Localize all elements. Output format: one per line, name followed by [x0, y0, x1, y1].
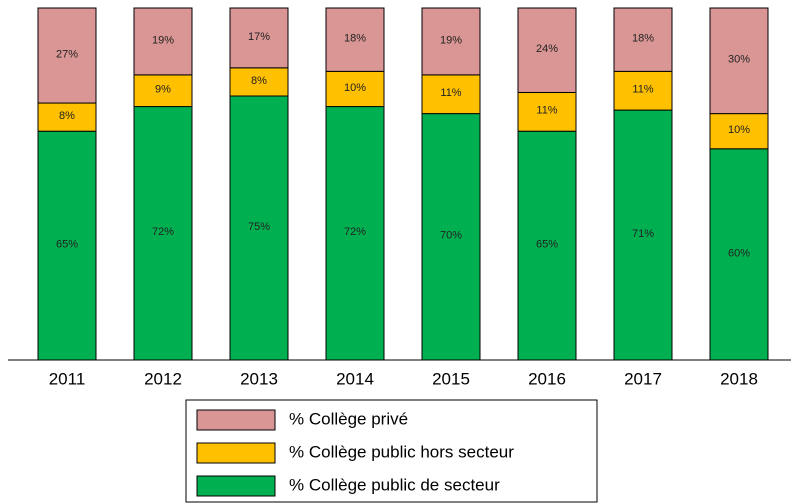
legend-label: % Collège privé [289, 409, 408, 428]
data-label: 19% [152, 34, 174, 46]
data-label: 24% [536, 43, 558, 55]
legend-swatch [196, 409, 276, 431]
data-label: 30% [728, 54, 750, 66]
x-tick-label: 2015 [432, 369, 470, 388]
bar-segment [229, 67, 289, 97]
data-label: 72% [152, 226, 174, 238]
x-tick-label: 2018 [720, 369, 758, 388]
data-label: 18% [344, 33, 366, 45]
bar-segment [613, 70, 673, 111]
legend-swatch [196, 475, 276, 497]
bar-segment [421, 74, 481, 115]
x-tick-label: 2014 [336, 369, 374, 388]
data-label: 11% [536, 105, 557, 117]
data-label: 10% [728, 124, 750, 136]
x-tick-label: 2011 [49, 369, 86, 388]
data-label: 8% [59, 110, 75, 122]
bar-segment [517, 7, 577, 93]
data-label: 11% [440, 87, 461, 99]
bar-segment [133, 106, 193, 361]
data-label: 9% [155, 84, 171, 96]
x-tick-label: 2016 [528, 369, 566, 388]
bar-segment [709, 7, 769, 115]
data-label: 75% [248, 221, 270, 233]
data-label: 19% [440, 34, 462, 46]
bar-segment [517, 130, 577, 361]
data-label: 27% [56, 48, 78, 60]
legend-label: % Collège public hors secteur [289, 442, 514, 461]
data-label: 10% [344, 82, 366, 94]
data-label: 60% [728, 247, 750, 259]
bar-segment [613, 7, 673, 72]
legend-label: % Collège public de secteur [289, 475, 500, 494]
data-label: 65% [536, 239, 558, 251]
bar-segment [421, 7, 481, 76]
bar-segment [613, 109, 673, 361]
data-label: 11% [632, 84, 653, 96]
data-label: 71% [632, 228, 654, 240]
bar-segment [325, 7, 385, 72]
x-tick-label: 2012 [144, 369, 182, 388]
legend-swatch [196, 442, 276, 464]
bar-segment [325, 70, 385, 108]
bar-segment [229, 95, 289, 361]
bar-segment [517, 91, 577, 132]
x-tick-label: 2013 [240, 369, 278, 388]
data-label: 18% [632, 33, 654, 45]
data-label: 72% [344, 226, 366, 238]
bar-segment [229, 7, 289, 69]
bar-segment [37, 7, 97, 104]
bar-segment [37, 130, 97, 361]
bar-segment [709, 148, 769, 361]
bar-segment [709, 113, 769, 150]
data-label: 8% [251, 75, 267, 87]
x-tick-label: 2017 [624, 369, 662, 388]
data-label: 65% [56, 239, 78, 251]
data-label: 17% [248, 31, 270, 43]
bar-segment [133, 74, 193, 108]
bar-segment [133, 7, 193, 76]
data-label: 70% [440, 230, 462, 242]
bar-segment [325, 106, 385, 361]
